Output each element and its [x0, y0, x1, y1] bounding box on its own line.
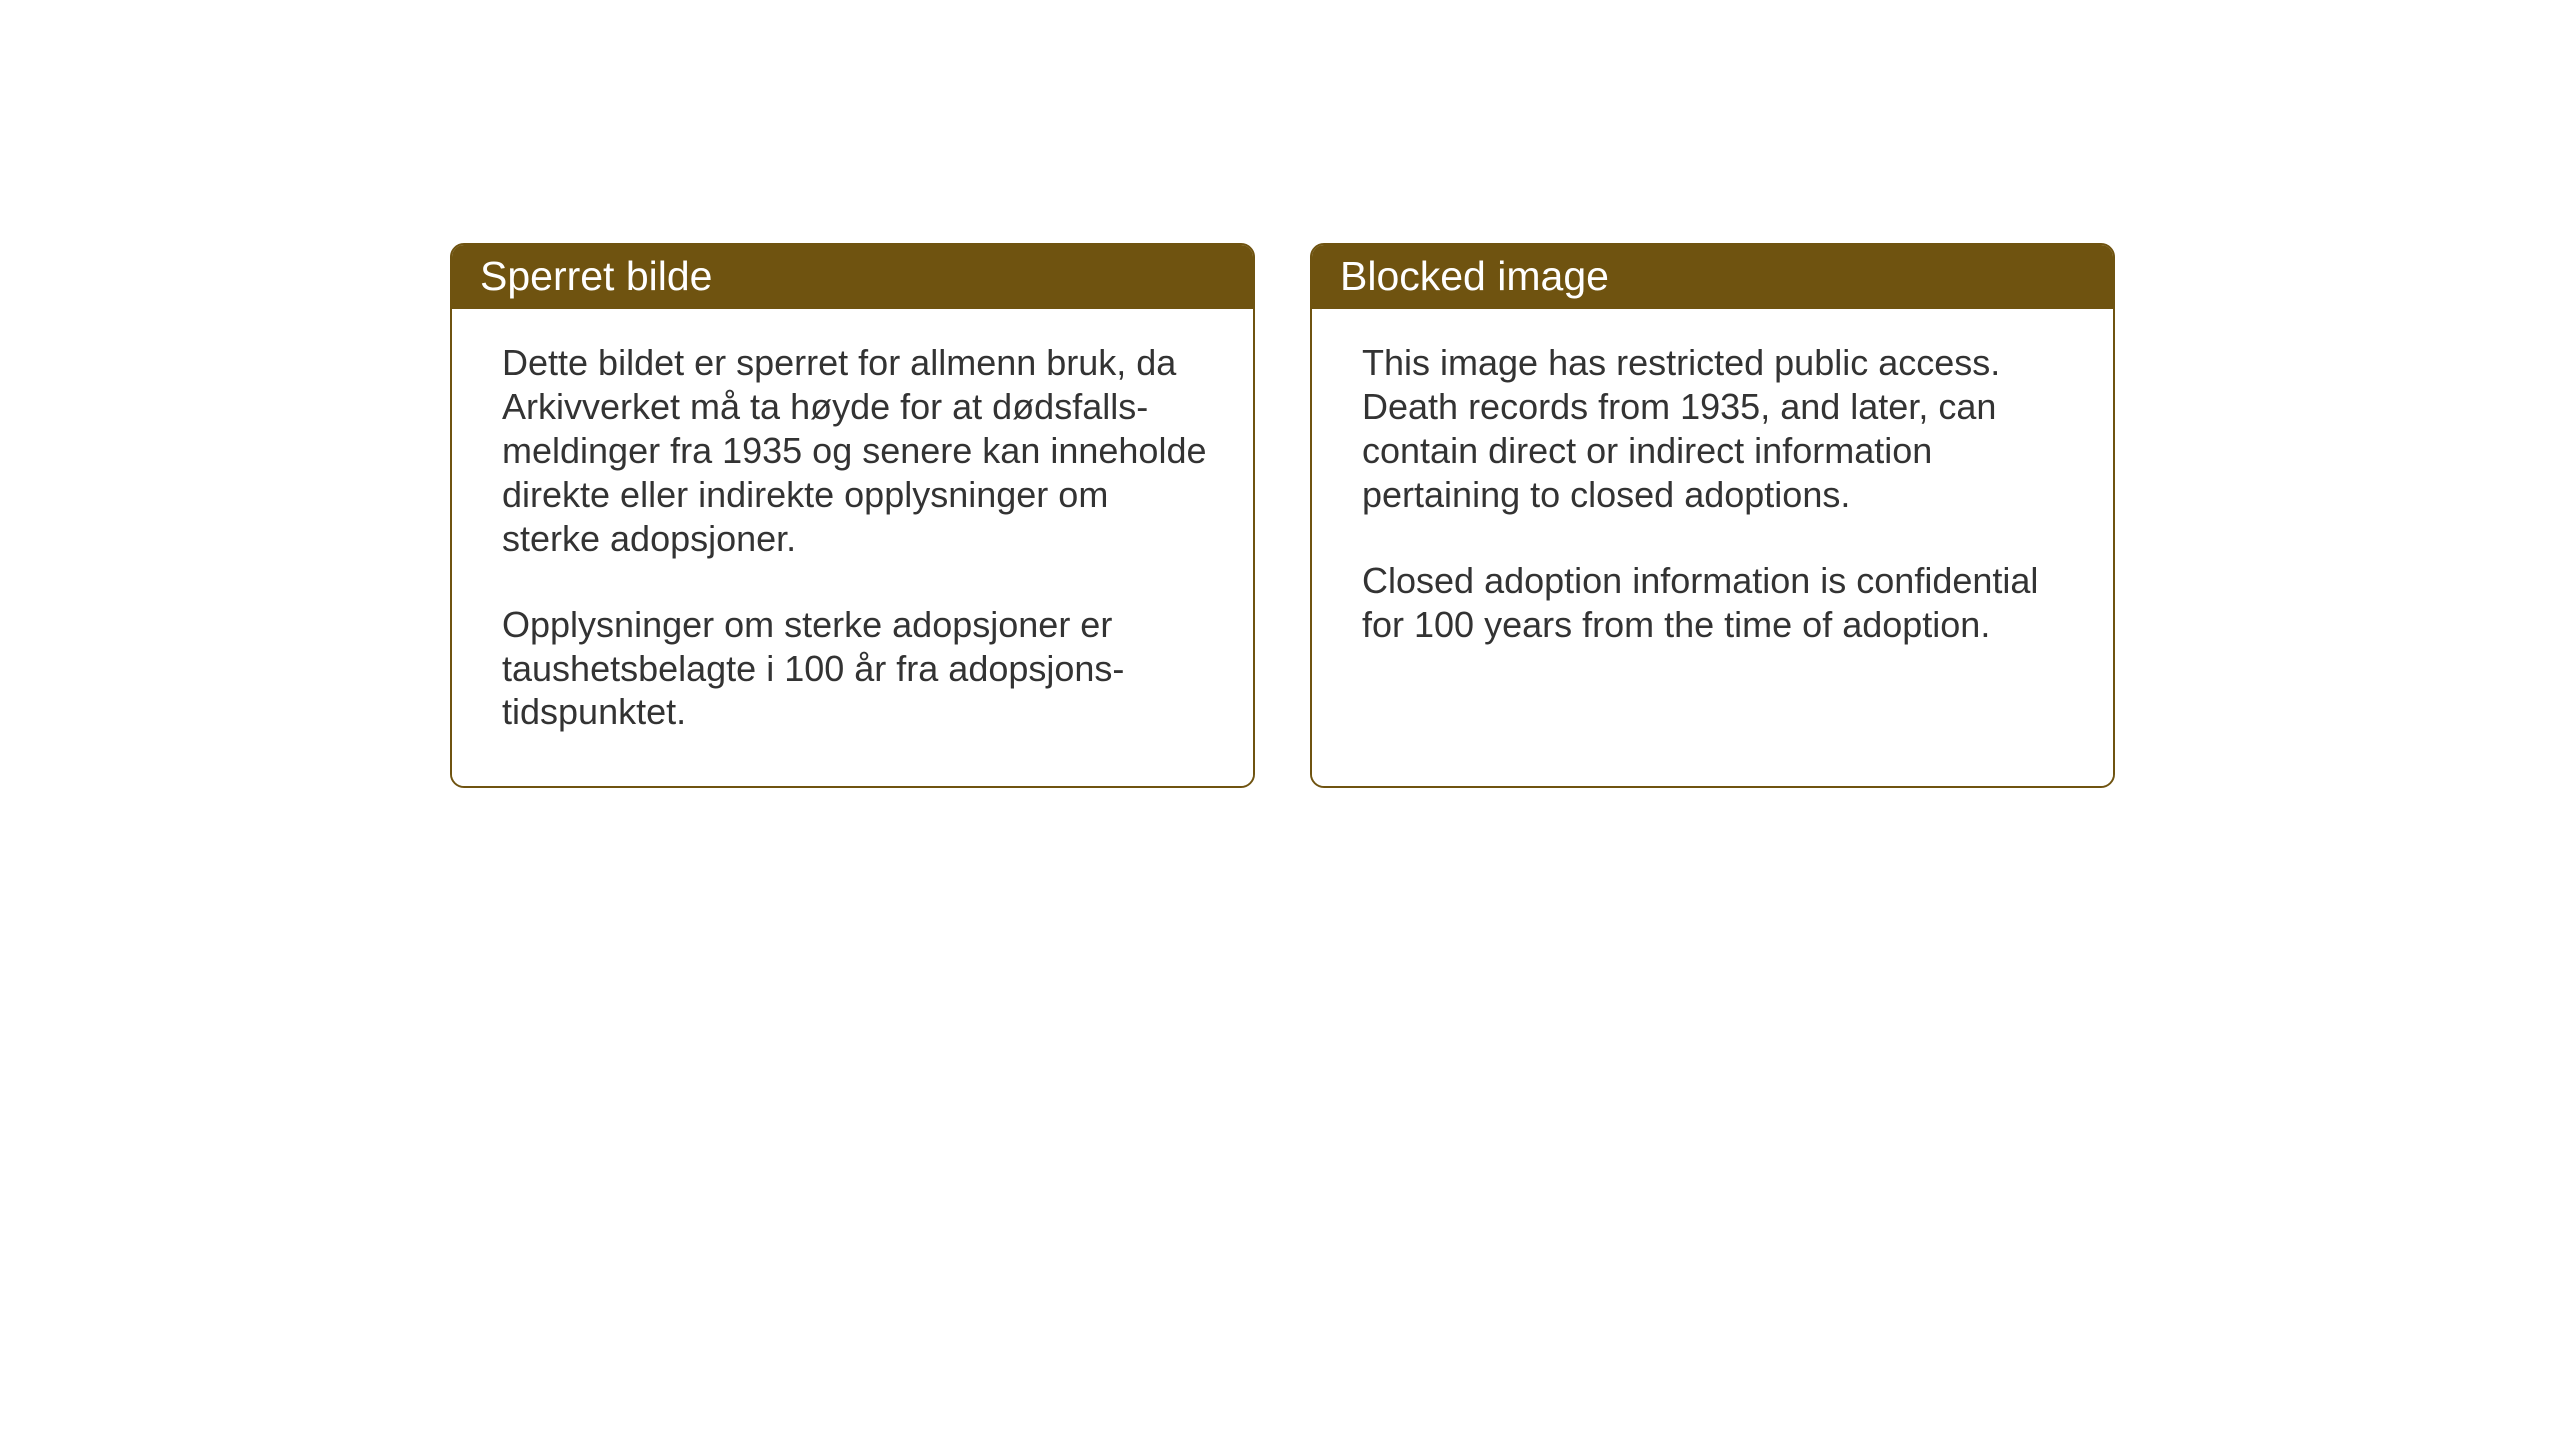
card-paragraph: Opplysninger om sterke adopsjoner er tau…: [502, 603, 1211, 735]
notice-card-english: Blocked image This image has restricted …: [1310, 243, 2115, 788]
card-body-english: This image has restricted public access.…: [1312, 309, 2113, 786]
card-paragraph: Dette bildet er sperret for allmenn bruk…: [502, 341, 1211, 561]
card-body-norwegian: Dette bildet er sperret for allmenn bruk…: [452, 309, 1253, 786]
card-paragraph: This image has restricted public access.…: [1362, 341, 2071, 517]
card-header-norwegian: Sperret bilde: [452, 245, 1253, 309]
notice-container: Sperret bilde Dette bildet er sperret fo…: [450, 243, 2115, 788]
card-paragraph: Closed adoption information is confident…: [1362, 559, 2071, 647]
card-header-english: Blocked image: [1312, 245, 2113, 309]
notice-card-norwegian: Sperret bilde Dette bildet er sperret fo…: [450, 243, 1255, 788]
